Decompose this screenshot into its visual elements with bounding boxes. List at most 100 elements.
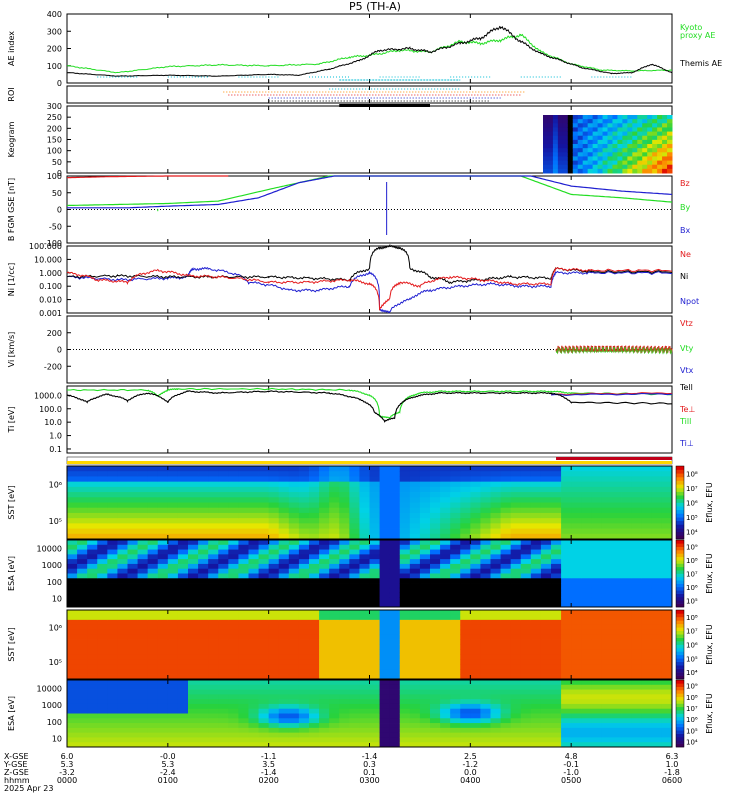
spec-cell-sst_e [157,502,169,509]
keogram-cell [647,148,653,153]
spec-cell-sst_i [500,624,512,631]
spec-cell-esa_i [288,708,300,714]
spec-cell-esa_i [641,718,653,724]
spec-cell-esa_i [107,713,118,719]
spec-cell-sst_e [591,512,602,519]
spec-cell-esa_e [117,592,128,598]
spec-cell-esa_i [167,737,179,743]
spec-cell-esa_e [379,568,391,574]
spec-cell-esa_i [611,727,622,734]
spec-cell-sst_i [430,634,441,640]
spec-cell-esa_i [551,703,562,710]
spec-cell-sst_e [218,518,229,524]
keogram-cell [662,123,668,128]
keogram-cell [607,139,613,145]
x-tick-label: 0600 [662,776,682,785]
spec-cell-esa_i [450,684,461,690]
spec-cell-esa_i [561,742,572,748]
spec-cell-esa_e [67,559,78,565]
keogram-cell [543,127,549,133]
spec-cell-sst_i [581,634,592,640]
spec-cell-sst_i [500,610,512,616]
spec-cell-esa_e [278,578,290,584]
spec-cell-esa_e [309,583,320,589]
spec-cell-esa_e [177,597,189,603]
colorbar-cell [676,720,684,724]
spec-cell-sst_i [440,644,451,650]
spec-cell-sst_e [490,512,501,519]
spec-cell-esa_e [571,573,582,579]
keogram-cell [627,119,633,124]
spec-cell-sst_e [218,512,229,519]
spec-cell-esa_i [430,708,441,714]
spec-cell-sst_i [490,644,501,650]
spec-cell-esa_e [117,563,128,570]
spec-cell-sst_i [621,674,633,680]
spec-cell-esa_i [157,703,169,710]
keogram-cell [557,144,564,149]
x-tick-label: 0400 [460,776,480,785]
spec-cell-sst_e [470,471,481,477]
spec-cell-sst_i [480,634,491,640]
spec-cell-esa_i [530,680,542,686]
spec-cell-esa_e [97,587,108,594]
spec-cell-esa_e [188,568,199,574]
spec-cell-sst_e [268,528,280,535]
colorbar-cell [676,495,684,500]
spec-cell-esa_e [117,602,128,608]
spec-cell-sst_e [329,466,340,472]
spec-cell-sst_i [238,669,249,675]
spec-cell-sst_e [621,528,633,535]
keogram-cell [612,152,618,157]
spec-cell-sst_e [540,497,552,503]
spec-cell-esa_e [167,587,179,594]
spec-cell-esa_i [419,684,431,690]
spec-cell-esa_i [551,713,562,719]
spec-cell-sst_i [117,629,128,636]
spec-cell-esa_i [198,723,209,729]
spec-cell-sst_i [349,659,360,665]
spec-cell-esa_e [127,568,138,574]
spec-cell-sst_e [591,523,602,529]
spec-cell-esa_e [399,554,411,560]
spec-cell-esa_i [450,742,461,748]
spec-cell-sst_e [490,518,501,524]
spec-cell-esa_i [500,684,512,690]
spec-cell-sst_i [369,639,380,645]
legend-label: Npot [680,297,699,306]
spec-cell-sst_i [419,644,431,650]
spec-cell-sst_e [188,492,199,498]
spec-cell-sst_e [430,486,441,493]
spec-cell-esa_i [460,708,471,714]
spec-cell-esa_i [571,742,582,748]
spec-cell-sst_e [450,518,461,524]
spec-cell-esa_e [500,540,512,546]
spec-cell-sst_e [419,492,431,498]
y-tick-label: 10⁶ [49,623,62,632]
spec-cell-sst_i [480,644,491,650]
keogram-cell [567,127,574,133]
keogram-cell [547,119,554,124]
spec-cell-sst_e [268,476,280,483]
spec-cell-esa_i [188,703,199,710]
spec-cell-sst_e [530,471,542,477]
spec-cell-sst_e [137,481,149,488]
spec-cell-sst_i [298,674,310,680]
spec-cell-esa_i [359,694,370,700]
spec-cell-esa_i [359,699,370,705]
spec-cell-esa_i [97,694,108,700]
spec-cell-sst_i [399,669,411,675]
spec-cell-esa_i [430,703,441,710]
spec-cell-esa_i [440,680,451,686]
spec-cell-sst_i [137,639,149,645]
spec-cell-esa_e [430,554,441,560]
spec-cell-esa_i [107,694,118,700]
spec-cell-esa_i [288,703,300,710]
spec-cell-esa_i [581,723,592,729]
spec-cell-sst_e [298,497,310,503]
legend-label: Vtz [680,319,693,328]
spec-cell-sst_i [188,629,199,636]
spec-cell-esa_e [349,549,360,555]
spec-cell-esa_i [198,713,209,719]
spec-cell-esa_i [349,737,360,743]
